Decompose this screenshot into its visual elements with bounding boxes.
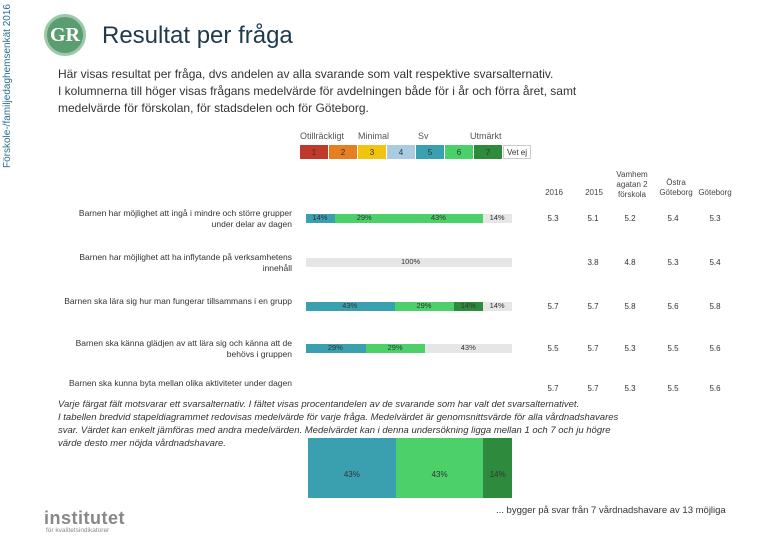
bar-segment [394,214,484,223]
bar-segment [425,344,512,353]
mean-value-cell: 5.6 [709,384,721,393]
bar-segment [454,302,484,311]
mean-value-cell: 5.7 [587,302,599,311]
mean-value-cell: 4.8 [624,258,636,267]
overlay-bar-segment [395,438,484,498]
overlay-percent-label: 14% [489,470,506,479]
segment-percent-label: 43% [342,301,358,310]
segment-percent-label: 100% [401,257,421,266]
mean-value-cell: 5.7 [547,302,559,311]
column-header-district: Östra Göteborg [659,178,693,197]
legend-box-1: 1 [300,145,328,159]
segment-percent-label: 29% [356,213,372,222]
footnote-line: I tabellen bredvid stapeldiagrammet redo… [58,412,619,423]
segment-percent-label: 29% [416,301,432,310]
intro-text: Här visas resultat per fråga, dvs andele… [58,66,698,117]
overlay-stacked-bar: 43% 43% 14% [308,438,512,498]
legend-box-vet-ej: Vet ej [503,145,531,159]
segment-percent-label: 14% [489,301,505,310]
mean-value-cell: 5.3 [624,384,636,393]
footnote: Varje färgat fält motsvarar ett svarsalt… [58,398,738,450]
bar-segment [306,258,512,267]
footnote-line: värde desto mer nöjda vårdnadshavare. [58,438,226,449]
legend-box-2: 2 [329,145,357,159]
bar-segment [334,214,395,223]
institutet-logo-sub: för kvalitetsindikatorer [46,527,110,534]
answer-distribution-bar: 29% 29% 43% [306,343,512,353]
column-header-preschool: Vamhem agatan 2 förskola [616,170,648,199]
mean-value-cell: 5.8 [624,302,636,311]
question-label: Barnen ska känna glädjen av att lära sig… [75,338,292,359]
question-label: Barnen ska kunna byta mellan olika aktiv… [68,378,292,388]
question-label: Barnen har möjlighet att ingå i mindre o… [78,208,292,229]
bar-segment [306,302,395,311]
intro-line: Här visas resultat per fråga, dvs andele… [58,67,554,81]
page-title: Resultat per fråga [102,22,293,49]
mean-value-cell: 5.6 [709,344,721,353]
segment-percent-label: 14% [460,301,476,310]
segment-percent-label: 29% [327,343,343,352]
column-header-goteborg: Göteborg [698,188,732,197]
overlay-bar-segment [308,438,396,498]
legend-group: Otillräckligt [300,131,345,141]
mean-value-cell: 5.4 [709,258,721,267]
mean-value-cell: 3.8 [587,258,599,267]
question-label: Barnen har möjlighet att ha inflytande p… [79,252,292,273]
column-header-2016: 2016 [545,188,563,197]
mean-value-cell: 5.7 [587,344,599,353]
institutet-logo: institutet [44,508,125,528]
mean-value-cell: 5.3 [624,344,636,353]
legend-box-7: 7 [474,145,502,159]
mean-value-cell: 5.7 [587,384,599,393]
legend-box-3: 3 [358,145,386,159]
sidebar-survey-label: Förskole-/familjedaghemsenkät 2016 [2,4,13,168]
bar-segment [394,302,455,311]
overlay-percent-label: 43% [343,470,360,479]
overlay-bar-segment [483,438,512,498]
intro-line: medelvärde för förskolan, för stadsdelen… [58,101,369,115]
intro-line: I kolumnerna till höger visas frågans me… [58,84,577,98]
bar-segment [365,344,426,353]
question-label: Barnen ska lära sig hur man fungerar til… [64,296,292,306]
legend-box-4: 4 [387,145,415,159]
mean-value-cell: 5.2 [624,214,636,223]
mean-value-cell: 5.3 [709,214,721,223]
footnote-line: svar. Värdet kan enkelt jämföras med and… [58,425,611,436]
gr-logo: GR [44,14,86,56]
legend-group: Minimal [358,131,390,141]
mean-value-cell: 5.3 [667,258,679,267]
segment-percent-label: 43% [460,343,476,352]
bar-segment [306,344,366,353]
bar-segment [483,214,512,223]
mean-value-cell: 5.1 [587,214,599,223]
segment-percent-label: 43% [430,213,446,222]
segment-percent-label: 14% [489,213,505,222]
answer-distribution-bar: 100% [306,257,512,267]
answer-distribution-bar: 43% 29% 14% 14% [306,301,512,311]
overlay-percent-label: 43% [431,470,448,479]
legend-box-5: 5 [416,145,444,159]
legend-group: Sv [418,131,429,141]
mean-value-cell: 5.7 [547,384,559,393]
bar-segment [306,214,335,223]
answer-distribution-bar: 14% 29% 43% 14% [306,213,512,223]
mean-value-cell: 5.5 [547,344,559,353]
footnote-line: Varje färgat fält motsvarar ett svarsalt… [58,399,580,410]
column-header-2015: 2015 [585,188,603,197]
mean-value-cell: 5.5 [667,344,679,353]
mean-value-cell: 5.5 [667,384,679,393]
mean-value-cell: 5.6 [667,302,679,311]
segment-percent-label: 14% [312,213,328,222]
mean-value-cell: 5.3 [547,214,559,223]
mean-value-cell: 5.8 [709,302,721,311]
legend-box-6: 6 [445,145,473,159]
respondents-note: ... bygger på svar från 7 vårdnadshavare… [496,505,726,516]
bar-segment [483,302,512,311]
segment-percent-label: 29% [387,343,403,352]
legend-group: Utmärkt [470,131,502,141]
mean-value-cell: 5.4 [667,214,679,223]
